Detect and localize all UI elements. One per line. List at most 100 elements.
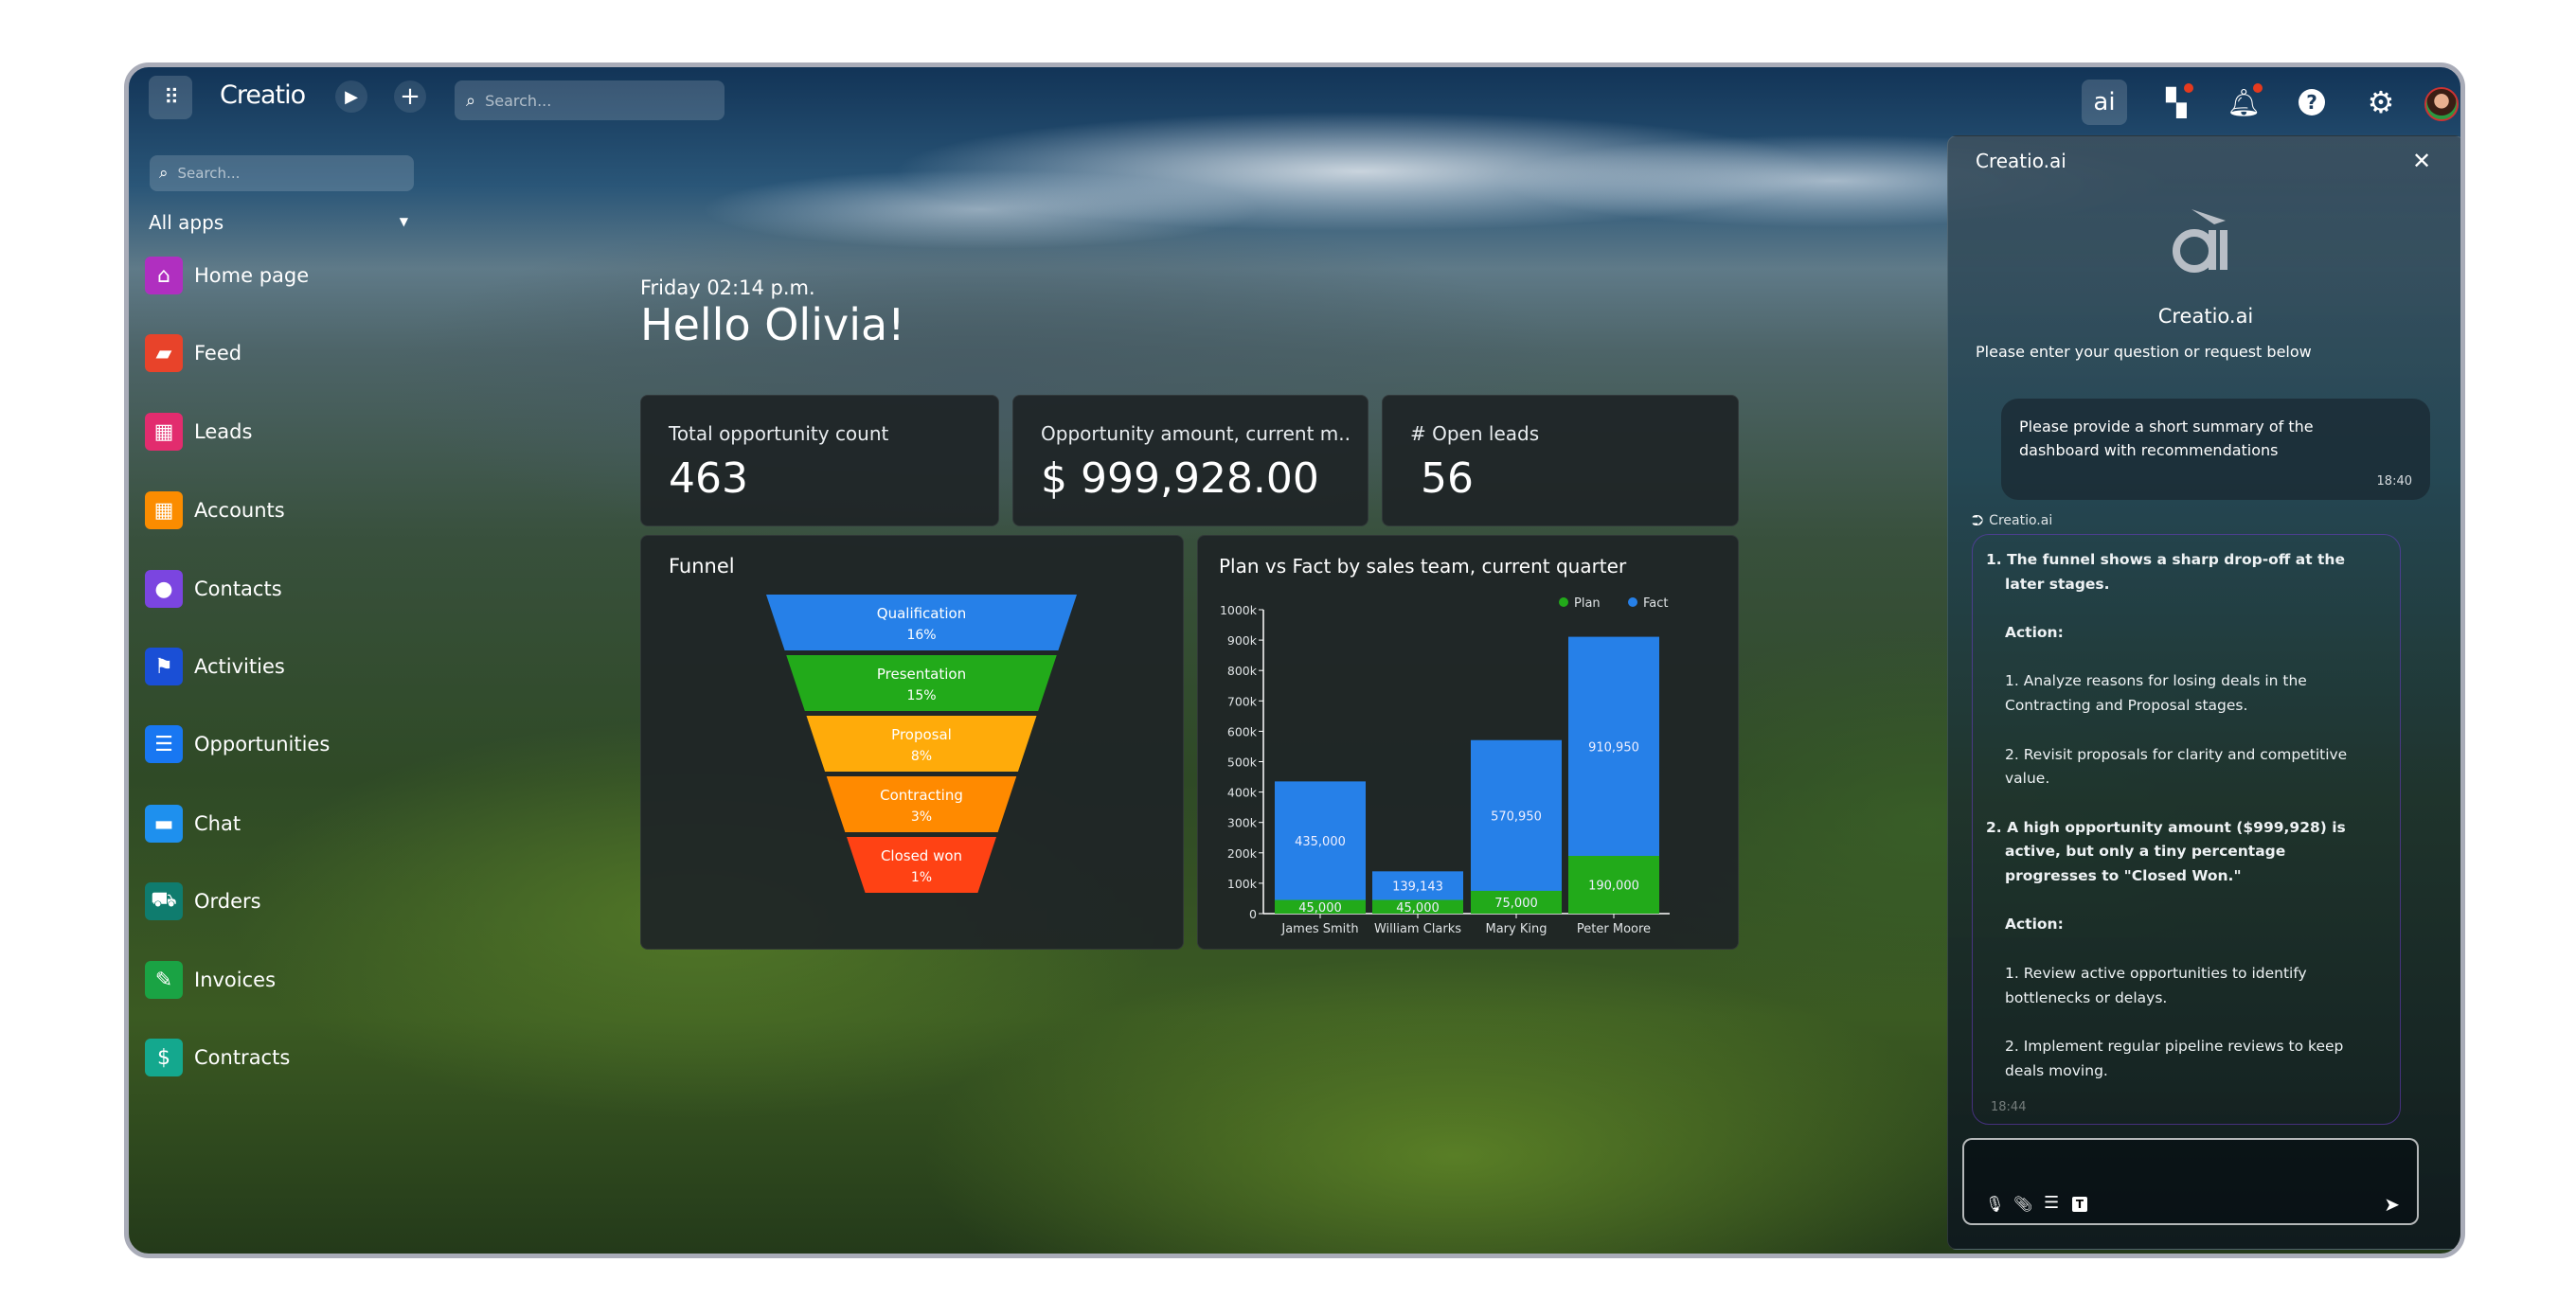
kpi-title: Total opportunity count — [669, 422, 889, 445]
sidebar-item-accounts[interactable]: ▦ Accounts — [145, 490, 285, 530]
sidebar-item-leads[interactable]: ▦ Leads — [145, 412, 252, 452]
legend-item-plan[interactable]: Plan — [1559, 596, 1601, 611]
invoice-icon: ✎ — [145, 961, 183, 999]
bar-group-william-clarks[interactable]: 139,143 45,000 — [1372, 871, 1463, 916]
plan-data-label: 75,000 — [1494, 897, 1538, 911]
sidebar-item-feed[interactable]: ▰ Feed — [145, 333, 242, 373]
reply-paragraph: 1. Review active opportunities to identi… — [2005, 964, 2307, 1006]
plan-vs-fact-widget[interactable]: Plan vs Fact by sales team, current quar… — [1197, 535, 1739, 950]
greeting-title: Hello Olivia! — [640, 299, 905, 350]
send-icon[interactable]: ➤ — [2384, 1193, 2400, 1216]
funnel-stage-proposal[interactable]: Proposal 8% — [806, 716, 1037, 772]
x-tick-label: James Smith — [1280, 922, 1358, 936]
funnel-stage-contracting[interactable]: Contracting 3% — [826, 776, 1017, 832]
bar-group-james-smith[interactable]: 435,000 45,000 — [1275, 781, 1366, 916]
sidebar-item-activities[interactable]: ⚑ Activities — [145, 647, 285, 686]
reply-paragraph: 1. The funnel shows a sharp drop-off at … — [1986, 551, 2345, 593]
sidebar-search-input[interactable]: Search... — [177, 165, 241, 182]
funnel-segment[interactable] — [786, 655, 1057, 711]
chat-input[interactable]: 🎙︎ 📎︎ ☰ T ➤ — [1962, 1138, 2419, 1225]
plan-bar[interactable] — [1568, 856, 1659, 914]
kpi-value: $ 999,928.00 — [1041, 454, 1319, 503]
app-hub-icon: ▚ — [2166, 86, 2187, 118]
brand-logo: Creatio — [220, 80, 306, 110]
bar-group-mary-king[interactable]: 570,950 75,000 — [1471, 739, 1562, 914]
microphone-icon[interactable]: 🎙︎ — [1985, 1195, 2005, 1213]
sidebar-item-contracts[interactable]: $ Contracts — [145, 1038, 290, 1077]
y-tick-label: 0 — [1249, 907, 1257, 921]
y-tick-label: 600k — [1227, 724, 1258, 738]
run-process-button[interactable]: ▶ — [335, 80, 367, 113]
close-button[interactable]: ✕ — [2412, 148, 2431, 174]
app-filter-dropdown[interactable]: All apps ▼ — [149, 211, 414, 240]
sidebar-item-contacts[interactable]: ● Contacts — [145, 569, 282, 609]
global-search-input[interactable]: Search... — [485, 91, 552, 110]
app-window: ⠿ Creatio ▶ + ⌕ Search... ai ▚ 🔔︎ ? ⚙ ⌕ … — [124, 62, 2465, 1258]
reply-paragraph: 2. Implement regular pipeline reviews to… — [2005, 1037, 2344, 1079]
kpi-total-opportunity-count[interactable]: Total opportunity count 463 — [640, 395, 999, 526]
fact-bar[interactable] — [1471, 739, 1562, 914]
chat-input-field[interactable] — [1977, 1149, 2404, 1187]
creatio-logo-icon: ⮊ — [1972, 511, 1984, 529]
ai-logo — [2161, 198, 2246, 283]
paperclip-icon[interactable]: 📎︎ — [2013, 1195, 2033, 1213]
play-icon: ▶ — [345, 86, 358, 107]
sidebar-search[interactable]: ⌕ Search... — [150, 155, 414, 191]
ai-logo-icon — [2173, 209, 2227, 273]
plan-bar[interactable] — [1372, 899, 1463, 914]
bar-group-peter-moore[interactable]: 910,950 190,000 — [1568, 636, 1659, 914]
sidebar-item-invoices[interactable]: ✎ Invoices — [145, 960, 276, 1000]
funnel-segment[interactable] — [806, 716, 1037, 772]
y-tick-label: 1000k — [1220, 603, 1258, 617]
x-tick-label: William Clarks — [1374, 922, 1461, 936]
funnel-stage-presentation[interactable]: Presentation 15% — [786, 655, 1057, 711]
app-launcher-button[interactable]: ⠿ — [149, 76, 192, 119]
kpi-open-leads[interactable]: # Open leads 56 — [1382, 395, 1739, 526]
plus-icon: + — [400, 82, 420, 111]
ai-button[interactable]: ai — [2082, 80, 2127, 125]
sidebar-item-orders[interactable]: ⛟ Orders — [145, 881, 261, 921]
current-datetime: Friday 02:14 p.m. — [640, 276, 815, 299]
reply-paragraph: Action: — [2005, 916, 2064, 934]
sidebar-item-label: Activities — [194, 655, 285, 678]
funnel-segment[interactable] — [826, 776, 1017, 832]
funnel-stage-qualification[interactable]: Qualification 16% — [766, 595, 1077, 650]
sidebar-item-label: Home page — [194, 264, 310, 287]
text-format-icon[interactable]: T — [2072, 1197, 2087, 1212]
chart-title: Plan vs Fact by sales team, current quar… — [1219, 555, 1627, 578]
legend-item-fact[interactable]: Fact — [1628, 596, 1669, 611]
notification-dot — [2184, 83, 2193, 93]
bot-label: ⮊ Creatio.ai — [1972, 511, 2052, 530]
plan-bar[interactable] — [1275, 899, 1366, 914]
user-message: Please provide a short summary of the da… — [2001, 399, 2430, 500]
sidebar-item-opportunities[interactable]: ☰ Opportunities — [145, 724, 330, 764]
plan-data-label: 45,000 — [1396, 901, 1440, 916]
funnel-segment[interactable] — [846, 837, 997, 893]
fact-bar[interactable] — [1275, 781, 1366, 914]
app-hub-button[interactable]: ▚ — [2154, 80, 2199, 125]
funnel-stage-closed-won[interactable]: Closed won 1% — [846, 837, 997, 893]
funnel-widget[interactable]: Funnel Qualification 16% Presentation 15% Pr… — [640, 535, 1184, 950]
sidebar-item-label: Invoices — [194, 969, 277, 991]
chat-icon: ▬ — [145, 805, 183, 843]
reply-paragraph: 2. Revisit proposals for clarity and com… — [2005, 745, 2348, 788]
help-button[interactable]: ? — [2289, 80, 2334, 125]
y-tick-label: 200k — [1227, 846, 1258, 861]
fact-data-label: 435,000 — [1295, 835, 1346, 849]
add-button[interactable]: + — [394, 80, 426, 113]
sidebar-item-label: Chat — [194, 812, 242, 835]
avatar[interactable] — [2424, 87, 2459, 121]
reply-paragraph: 2. A high opportunity amount ($999,928) … — [1986, 818, 2346, 885]
legend-label: Plan — [1574, 596, 1601, 611]
funnel-segment[interactable] — [766, 595, 1077, 650]
table-icon[interactable]: ☰ — [2044, 1193, 2060, 1213]
kpi-opportunity-amount[interactable]: Opportunity amount, current m.. $ 999,92… — [1012, 395, 1368, 526]
notifications-button[interactable]: 🔔︎ — [2221, 80, 2266, 125]
settings-button[interactable]: ⚙ — [2358, 80, 2404, 125]
sidebar-item-label: Feed — [194, 342, 242, 365]
user-message-text: Please provide a short summary of the da… — [2019, 418, 2314, 459]
plan-bar[interactable] — [1471, 890, 1562, 914]
global-search[interactable]: ⌕ Search... — [455, 80, 724, 120]
sidebar-item-chat[interactable]: ▬ Chat — [145, 804, 241, 844]
sidebar-item-home-page[interactable]: ⌂ Home page — [145, 256, 309, 295]
